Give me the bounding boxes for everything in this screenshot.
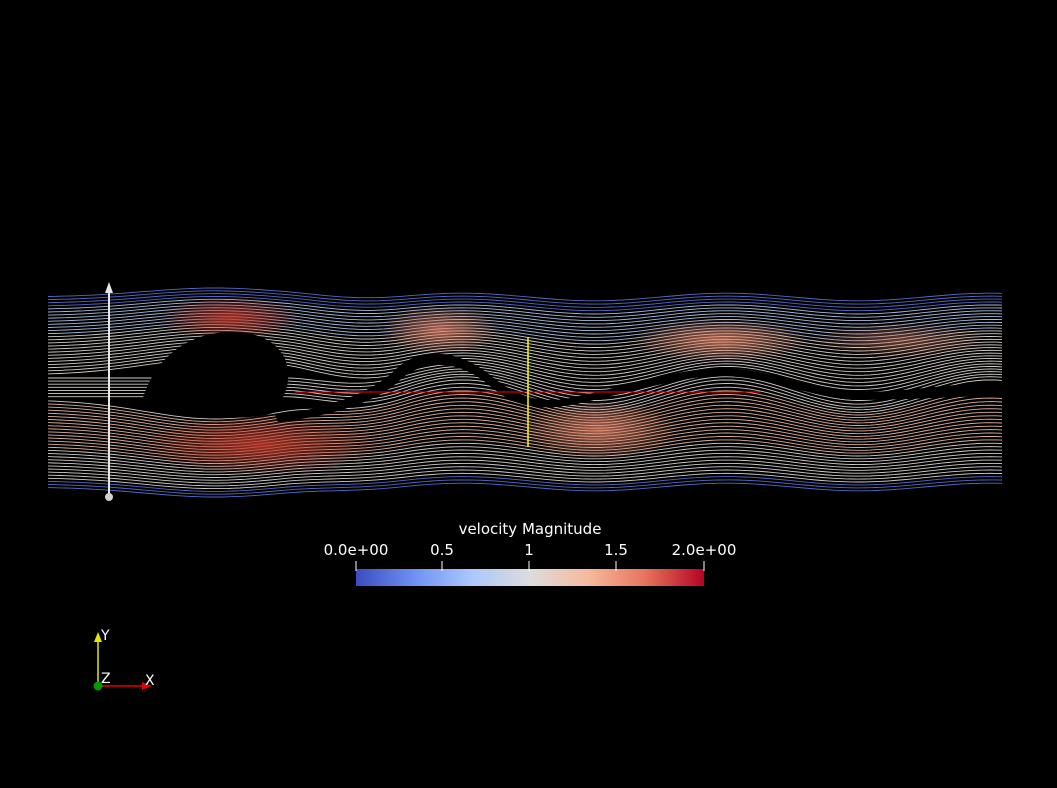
streamline xyxy=(47,482,1003,498)
orientation-axes xyxy=(93,632,152,691)
x-axis-arrow-icon xyxy=(142,682,152,690)
y-axis-arrow-icon xyxy=(94,632,102,642)
streamline xyxy=(47,479,1003,495)
scalar-bar-ticks xyxy=(355,561,705,571)
streamline xyxy=(47,462,1003,481)
y-axis-label: Y xyxy=(101,628,110,644)
scalar-bar-tick-label: 0.0e+00 xyxy=(323,541,389,559)
scalar-bar-tick-label: 2.0e+00 xyxy=(671,541,737,559)
x-axis-label: X xyxy=(145,673,155,689)
z-axis-dot-icon xyxy=(93,681,103,691)
streamline xyxy=(47,472,1003,490)
wake-filament xyxy=(275,353,1006,422)
streamline xyxy=(47,459,1003,478)
seed-line-handle[interactable] xyxy=(105,493,113,501)
obstacle-wake-region xyxy=(140,331,289,418)
streamline xyxy=(47,476,1003,492)
z-axis-label: Z xyxy=(101,671,111,687)
streamline xyxy=(47,296,1003,312)
streamline xyxy=(47,293,1003,308)
streamline xyxy=(47,290,1003,305)
high-velocity-regions xyxy=(140,296,990,475)
streamline xyxy=(47,287,1003,302)
streamline xyxy=(47,456,1003,476)
scalar-bar-title: velocity Magnitude xyxy=(458,520,602,538)
seed-line-arrow-icon[interactable] xyxy=(105,282,113,293)
scalar-bar-tick-label: 1 xyxy=(524,541,534,559)
scalar-bar-gradient xyxy=(356,569,704,586)
scalar-bar-tick-label: 0.5 xyxy=(430,541,454,559)
streamline xyxy=(47,469,1003,487)
scalar-bar-tick-label: 1.5 xyxy=(604,541,628,559)
streamline xyxy=(47,466,1003,484)
